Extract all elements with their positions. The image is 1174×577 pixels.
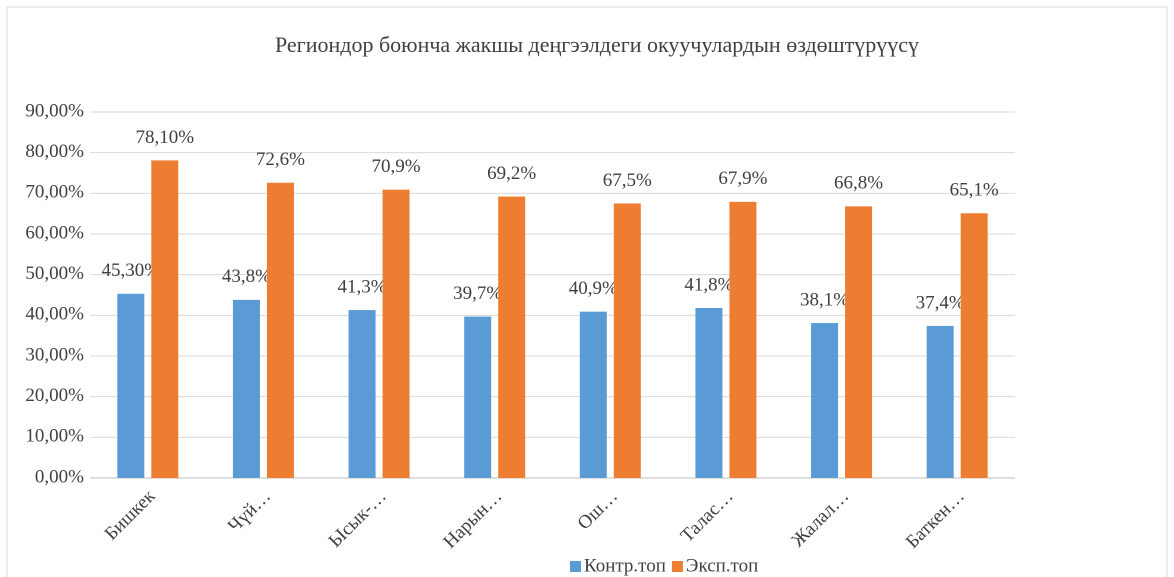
chart-title: Региондор боюнча жакшы деңгээлдеги окууч… <box>275 32 919 57</box>
data-label: 67,5% <box>603 170 652 191</box>
bar <box>232 299 260 478</box>
y-tick-label: 80,00% <box>25 141 84 162</box>
data-label: 72,6% <box>256 149 305 170</box>
data-label: 66,8% <box>834 173 883 194</box>
y-tick-label: 20,00% <box>25 385 84 406</box>
data-label: 39,7% <box>453 283 502 304</box>
y-tick-label: 60,00% <box>25 222 84 243</box>
bar <box>926 325 954 478</box>
bar <box>382 189 410 478</box>
bar <box>729 201 757 478</box>
bar <box>117 293 145 478</box>
data-label: 67,9% <box>718 168 767 189</box>
data-label: 70,9% <box>372 156 421 177</box>
data-label: 78,10% <box>136 127 195 148</box>
data-label: 41,8% <box>684 274 733 295</box>
bar <box>845 206 873 478</box>
y-tick-label: 70,00% <box>25 182 84 203</box>
bar <box>811 323 839 478</box>
bar <box>579 311 607 478</box>
bar <box>464 316 492 478</box>
bar <box>348 310 376 478</box>
bar <box>151 160 179 479</box>
data-label: 45,30% <box>102 260 161 281</box>
legend-swatch <box>671 561 683 572</box>
data-label: 69,2% <box>487 163 536 184</box>
y-tick-label: 0,00% <box>35 466 84 487</box>
bar <box>613 203 641 478</box>
legend-swatch <box>570 561 581 572</box>
data-label: 43,8% <box>222 266 271 287</box>
y-tick-label: 50,00% <box>25 263 84 284</box>
bar <box>498 196 526 478</box>
y-tick-label: 90,00% <box>25 100 84 121</box>
data-label: 41,3% <box>338 276 387 297</box>
data-label: 37,4% <box>916 292 965 313</box>
bar <box>266 182 294 478</box>
y-tick-label: 30,00% <box>25 344 84 365</box>
legend-label: Контр.топ <box>584 555 666 576</box>
y-tick-label: 10,00% <box>25 426 84 447</box>
bar <box>960 213 988 478</box>
data-label: 40,9% <box>569 278 618 299</box>
legend-label: Эксп.топ <box>686 555 758 576</box>
data-label: 38,1% <box>800 289 849 310</box>
data-label: 65,1% <box>950 180 999 201</box>
y-tick-label: 40,00% <box>25 304 84 325</box>
bar <box>695 308 723 478</box>
